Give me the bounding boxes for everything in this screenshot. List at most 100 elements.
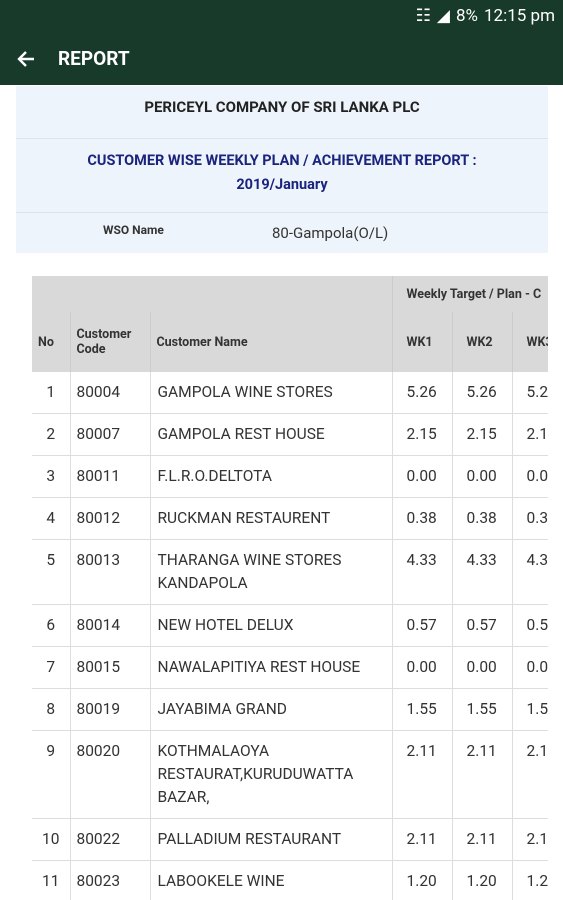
wso-label: WSO Name xyxy=(103,223,164,237)
table-cell: 80015 xyxy=(70,646,151,689)
table-cell: 0.57 xyxy=(512,604,548,647)
table-cell: 5.26 xyxy=(392,372,453,414)
table-cell: THARANGA WINE STORES KANDAPOLA xyxy=(150,539,393,605)
table-cell: 4 xyxy=(32,497,71,540)
column-header: WK2 xyxy=(452,312,513,372)
table-cell: 1.20 xyxy=(392,860,453,900)
table-cell: 2.15 xyxy=(452,413,513,456)
table-cell: 5.26 xyxy=(512,372,548,414)
table-cell: NEW HOTEL DELUX xyxy=(150,604,393,647)
app-bar: REPORT xyxy=(0,32,563,85)
table-cell: 0.38 xyxy=(452,497,513,540)
wso-value: 80-Gampola(O/L) xyxy=(272,224,389,242)
table-cell: 1.55 xyxy=(512,688,548,731)
table-cell: 11 xyxy=(32,860,71,900)
table-cell: 2.11 xyxy=(452,730,513,819)
table-cell: 2.11 xyxy=(452,818,513,861)
table-cell: RUCKMAN RESTAURENT xyxy=(150,497,393,540)
table-cell: 4.33 xyxy=(452,539,513,605)
table-cell: F.L.R.O.DELTOTA xyxy=(150,455,393,498)
table-cell: 6 xyxy=(32,604,71,647)
table-cell: KOTHMALAOYA RESTAURAT,KURUDUWATTA BAZAR, xyxy=(150,730,393,819)
table-cell: NAWALAPITIYA REST HOUSE xyxy=(150,646,393,689)
table-cell: 1.20 xyxy=(452,860,513,900)
table-cell: GAMPOLA WINE STORES xyxy=(150,372,393,414)
header-spacer xyxy=(32,276,393,312)
column-header: WK1 xyxy=(392,312,453,372)
column-header: WK3 xyxy=(512,312,548,372)
table-cell: JAYABIMA GRAND xyxy=(150,688,393,731)
report-header: PERICEYL COMPANY OF SRI LANKA PLC CUSTOM… xyxy=(16,86,548,253)
column-header: Customer Code xyxy=(70,312,151,372)
table-row: 7 80015 NAWALAPITIYA REST HOUSE 0.00 0.00 0.0… xyxy=(32,646,548,689)
table-cell: 0.00 xyxy=(392,455,453,498)
signal-icon: ◢ xyxy=(436,6,450,26)
column-header: Customer Name xyxy=(150,312,393,372)
table-cell: 80019 xyxy=(70,688,151,731)
table-cell: 80014 xyxy=(70,604,151,647)
table-cell: 3 xyxy=(32,455,71,498)
table-cell: 7 xyxy=(32,646,71,689)
status-bar: ☷ ◢ 8% 12:15 pm xyxy=(0,0,563,32)
table-cell: 5.26 xyxy=(452,372,513,414)
table-cell: 0.00 xyxy=(392,646,453,689)
table-cell: 2.15 xyxy=(512,413,548,456)
table-cell: LABOOKELE WINE xyxy=(150,860,393,900)
battery-level: 8% xyxy=(455,6,478,26)
table-cell: PALLADIUM RESTAURANT xyxy=(150,818,393,861)
table-cell: 0.57 xyxy=(392,604,453,647)
table-cell: 2.11 xyxy=(392,730,453,819)
table-cell: 1.55 xyxy=(452,688,513,731)
table-cell: 0.00 xyxy=(452,646,513,689)
app-title: REPORT xyxy=(58,47,130,70)
back-button[interactable] xyxy=(16,49,36,69)
table-cell: 2 xyxy=(32,413,71,456)
table-cell: 0.38 xyxy=(392,497,453,540)
table-cell: 80004 xyxy=(70,372,151,414)
table-cell: 0.00 xyxy=(512,455,548,498)
table-cell: 0.38 xyxy=(512,497,548,540)
table-cell: 80022 xyxy=(70,818,151,861)
table-cell: GAMPOLA REST HOUSE xyxy=(150,413,393,456)
table-cell: 80011 xyxy=(70,455,151,498)
clock: 12:15 pm xyxy=(483,6,555,26)
table-cell: 4.33 xyxy=(392,539,453,605)
table-cell: 80013 xyxy=(70,539,151,605)
table-cell: 8 xyxy=(32,688,71,731)
table-cell: 80020 xyxy=(70,730,151,819)
table-cell: 2.11 xyxy=(512,818,548,861)
table-cell: 1 xyxy=(32,372,71,414)
wifi-icon: ☷ xyxy=(415,6,431,26)
group-header: Weekly Target / Plan - C xyxy=(392,276,548,312)
table-cell: 0.00 xyxy=(452,455,513,498)
table-cell: 5 xyxy=(32,539,71,605)
report-table: Weekly Target / Plan - C No Customer Code… xyxy=(32,276,548,900)
table-row: 5 80013 THARANGA WINE STORES KANDAPOLA 4.33… xyxy=(32,539,548,605)
table-cell: 1.55 xyxy=(392,688,453,731)
table-cell: 0.57 xyxy=(452,604,513,647)
company-name: PERICEYL COMPANY OF SRI LANKA PLC xyxy=(16,86,548,139)
table-cell: 2.11 xyxy=(392,818,453,861)
column-header: No xyxy=(32,312,71,372)
table: Weekly Target / Plan - C No Customer Code… xyxy=(32,276,548,900)
table-cell: 2.11 xyxy=(512,730,548,819)
table-cell: 1.20 xyxy=(512,860,548,900)
table-cell: 9 xyxy=(32,730,71,819)
table-cell: 80023 xyxy=(70,860,151,900)
wso-row: WSO Name 80-Gampola(O/L) xyxy=(16,213,548,253)
table-cell: 0.00 xyxy=(512,646,548,689)
report-title: CUSTOMER WISE WEEKLY PLAN / ACHIEVEMENT … xyxy=(16,139,548,213)
table-cell: 80012 xyxy=(70,497,151,540)
table-cell: 2.15 xyxy=(392,413,453,456)
table-cell: 4.33 xyxy=(512,539,548,605)
table-cell: 10 xyxy=(32,818,71,861)
